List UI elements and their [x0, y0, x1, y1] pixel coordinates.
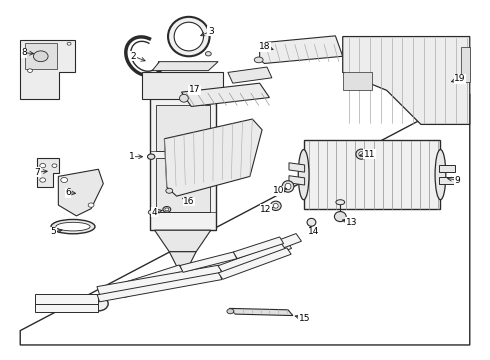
Text: 17: 17: [189, 85, 200, 94]
Ellipse shape: [27, 69, 32, 72]
Ellipse shape: [33, 51, 48, 62]
Ellipse shape: [56, 222, 90, 231]
Polygon shape: [121, 265, 184, 292]
Polygon shape: [229, 309, 293, 316]
Ellipse shape: [273, 203, 278, 208]
Polygon shape: [233, 237, 284, 258]
Polygon shape: [181, 83, 270, 107]
Polygon shape: [155, 230, 211, 252]
Text: 2: 2: [131, 52, 136, 61]
Text: 6: 6: [65, 188, 71, 197]
Text: 11: 11: [364, 150, 375, 159]
Ellipse shape: [356, 149, 367, 159]
Polygon shape: [304, 140, 441, 210]
Ellipse shape: [227, 309, 234, 314]
Text: 16: 16: [183, 197, 195, 206]
Polygon shape: [260, 36, 343, 63]
Ellipse shape: [435, 149, 446, 200]
Polygon shape: [218, 241, 292, 274]
Bar: [156, 158, 210, 212]
Text: 18: 18: [259, 42, 270, 51]
Ellipse shape: [88, 203, 94, 207]
Ellipse shape: [168, 17, 210, 56]
Ellipse shape: [52, 164, 57, 167]
Ellipse shape: [285, 183, 291, 190]
Polygon shape: [152, 62, 218, 71]
Polygon shape: [219, 248, 291, 279]
Polygon shape: [143, 72, 223, 99]
Text: 3: 3: [208, 27, 214, 36]
Ellipse shape: [148, 210, 154, 215]
Ellipse shape: [282, 181, 294, 192]
Polygon shape: [169, 252, 196, 266]
Text: 5: 5: [50, 228, 56, 237]
Text: 13: 13: [346, 218, 357, 227]
Polygon shape: [440, 165, 455, 172]
Ellipse shape: [179, 94, 188, 102]
Ellipse shape: [51, 220, 95, 234]
Text: 1: 1: [129, 152, 135, 161]
Ellipse shape: [307, 219, 316, 226]
Text: 8: 8: [21, 48, 27, 57]
Bar: [461, 46, 470, 82]
Ellipse shape: [166, 188, 172, 193]
Ellipse shape: [61, 177, 68, 183]
Polygon shape: [121, 272, 183, 297]
Polygon shape: [440, 177, 455, 184]
Ellipse shape: [165, 208, 169, 211]
Text: 14: 14: [308, 228, 319, 237]
Text: 10: 10: [272, 186, 284, 195]
Ellipse shape: [89, 297, 108, 311]
Polygon shape: [343, 72, 372, 90]
Text: 19: 19: [454, 75, 466, 84]
Ellipse shape: [163, 207, 171, 212]
Ellipse shape: [205, 51, 211, 56]
Ellipse shape: [40, 163, 46, 168]
Polygon shape: [180, 252, 237, 272]
Ellipse shape: [67, 42, 71, 45]
Text: 7: 7: [34, 168, 40, 177]
Polygon shape: [97, 265, 222, 296]
Polygon shape: [164, 119, 262, 196]
Ellipse shape: [270, 201, 281, 211]
Polygon shape: [25, 43, 57, 69]
Polygon shape: [228, 67, 272, 83]
Polygon shape: [279, 234, 301, 248]
Polygon shape: [289, 176, 305, 185]
Ellipse shape: [298, 149, 309, 200]
Text: 9: 9: [455, 176, 461, 185]
Polygon shape: [20, 94, 470, 345]
Polygon shape: [58, 169, 103, 216]
Ellipse shape: [254, 57, 263, 63]
Polygon shape: [289, 163, 305, 172]
Ellipse shape: [334, 212, 346, 222]
Polygon shape: [343, 37, 470, 125]
Polygon shape: [35, 294, 98, 304]
Text: 4: 4: [152, 208, 157, 217]
Ellipse shape: [336, 200, 344, 205]
Ellipse shape: [174, 22, 203, 51]
Text: 15: 15: [299, 314, 310, 323]
Polygon shape: [20, 40, 75, 99]
Polygon shape: [35, 305, 98, 312]
Text: 12: 12: [260, 205, 271, 214]
Ellipse shape: [359, 152, 364, 157]
Polygon shape: [37, 158, 59, 187]
Ellipse shape: [147, 154, 155, 159]
Bar: [156, 105, 210, 151]
Ellipse shape: [40, 178, 46, 182]
Polygon shape: [97, 273, 222, 302]
Polygon shape: [150, 98, 216, 230]
